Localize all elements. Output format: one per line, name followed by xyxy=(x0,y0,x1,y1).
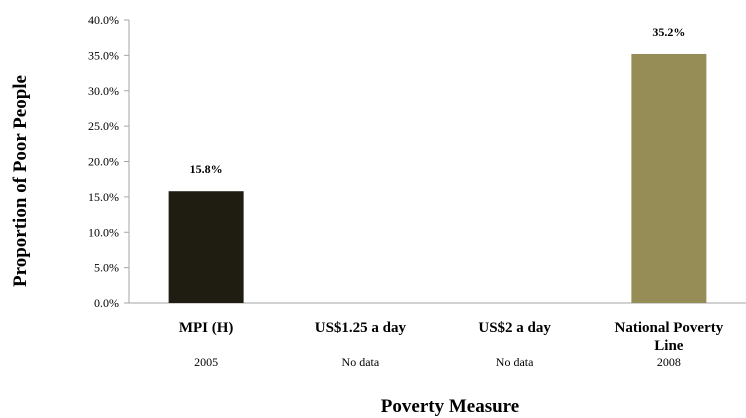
y-tick-label: 15.0% xyxy=(88,190,119,204)
category-year-label: No data xyxy=(342,355,380,369)
x-tick-label: MPI (H) xyxy=(179,320,234,336)
bar xyxy=(168,191,244,303)
y-tick-label: 10.0% xyxy=(88,225,119,239)
x-tick-label: US$2 a day xyxy=(478,320,551,336)
category-year-label: 2005 xyxy=(194,355,218,369)
labels: 15.8% 35.2% xyxy=(190,25,686,176)
y-tick-label: 35.0% xyxy=(88,48,119,62)
y-tick-label: 40.0% xyxy=(88,13,119,27)
x-tick-label: National Poverty Line xyxy=(615,320,724,354)
data-label: 35.2% xyxy=(652,25,685,39)
y-tick-label: 5.0% xyxy=(94,261,119,275)
y-axis: 0.0% 5.0% 10.0% 15.0% 20.0% 25.0% 30.0% 35.0% 40… xyxy=(88,13,130,310)
y-tick-label: 30.0% xyxy=(88,84,119,98)
category-year-label: No data xyxy=(496,355,534,369)
bars xyxy=(168,53,707,304)
data-label: 15.8% xyxy=(190,162,223,176)
y-axis-title: Proportion of Poor People xyxy=(10,75,31,287)
y-tick-label: 20.0% xyxy=(88,155,119,169)
x-axis-title: Poverty Measure xyxy=(381,396,519,417)
x-axis: MPI (H) 2005 US$1.25 a day No data US$2 a da… xyxy=(129,302,746,369)
y-tick-label: 0.0% xyxy=(94,296,119,310)
bar xyxy=(631,53,707,304)
category-year-label: 2008 xyxy=(657,355,681,369)
y-tick-label: 25.0% xyxy=(88,119,119,133)
x-tick-label: US$1.25 a day xyxy=(315,320,407,336)
